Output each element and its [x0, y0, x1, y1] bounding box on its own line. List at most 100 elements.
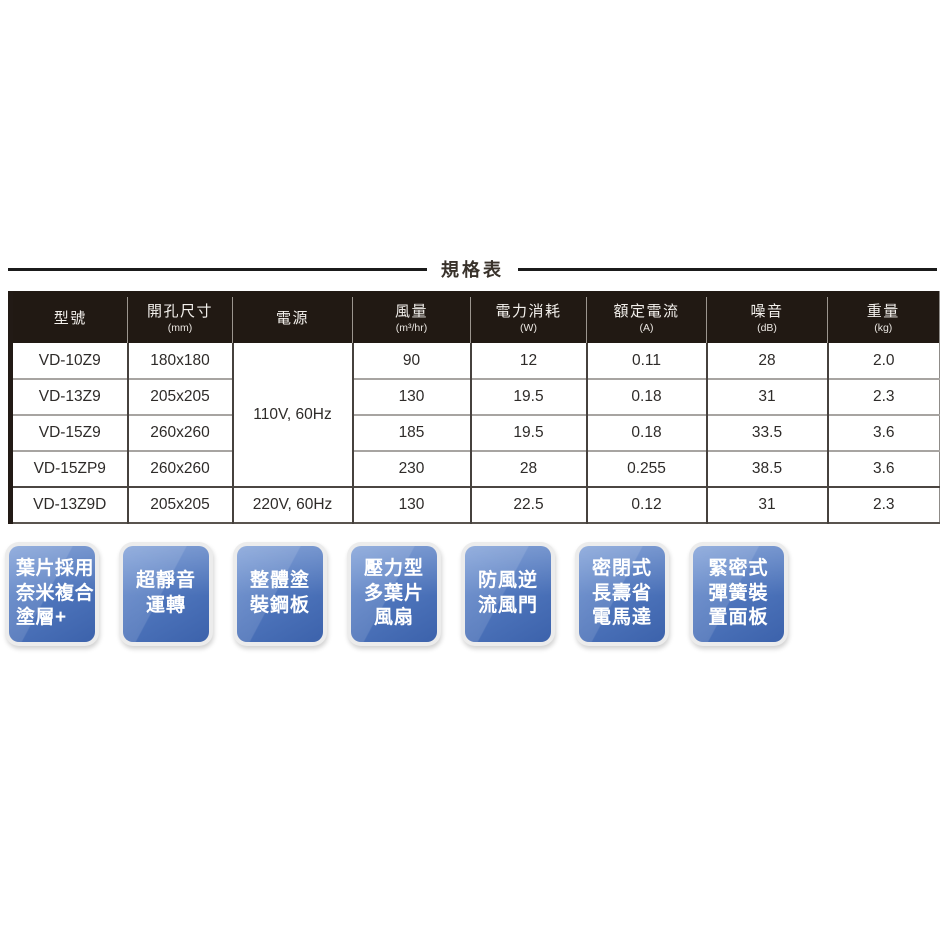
cell-opening-size: 180x180	[126, 343, 233, 379]
feature-badge-label: 密閉式 長壽省 電馬達	[579, 546, 665, 642]
col-header-power: 電源	[232, 291, 353, 343]
feature-badge-nano-coating: 葉片採用 奈米複合 塗層+	[5, 542, 99, 646]
header-unit: (m³/hr)	[395, 322, 428, 334]
cell-noise: 33.5	[705, 414, 828, 451]
cell-airflow: 185	[351, 414, 471, 451]
feature-line: 裝鋼板	[249, 595, 310, 616]
feature-badge-coated-steel: 整體塗 裝鋼板	[233, 542, 327, 646]
header-label: 電源	[275, 309, 309, 327]
table-row: VD-13Z9D 205x205 220V, 60Hz 130 22.5 0.1…	[10, 486, 940, 523]
header-unit: (dB)	[757, 322, 777, 334]
feature-line: 奈米複合	[16, 582, 95, 604]
cell-airflow: 130	[351, 378, 471, 415]
feature-badge-label: 整體塗 裝鋼板	[237, 546, 323, 642]
feature-badge-label: 壓力型 多葉片 風扇	[351, 546, 437, 642]
col-header-opening-size: 開孔尺寸 (mm)	[127, 291, 233, 343]
feature-line: 壓力型	[363, 557, 424, 579]
title-rule-right	[518, 267, 937, 271]
cell-power-consumption: 12	[469, 343, 587, 379]
cell-rated-current: 0.255	[585, 450, 707, 487]
feature-badge-spring-panel: 緊密式 彈簧裝 置面板	[689, 542, 788, 646]
header-unit: (mm)	[167, 322, 193, 334]
header-unit: (W)	[520, 322, 537, 334]
feature-badge-label: 防風逆 流風門	[465, 546, 551, 642]
cell-opening-size: 260x260	[126, 414, 233, 451]
cell-power-consumption: 19.5	[469, 378, 587, 415]
cell-noise: 38.5	[705, 450, 828, 487]
feature-line: 流風門	[477, 595, 538, 616]
feature-badge-label: 緊密式 彈簧裝 置面板	[693, 546, 784, 642]
cell-model: VD-13Z9	[10, 378, 128, 415]
col-header-noise: 噪音 (dB)	[706, 291, 828, 343]
spec-table-header-row: 型號 開孔尺寸 (mm) 電源 風量 (m³/hr) 電力消耗 (W) 額定電流 (A)…	[10, 291, 940, 343]
feature-line: 超靜音	[135, 570, 196, 592]
cell-rated-current: 0.18	[585, 414, 707, 451]
feature-badge-backdraft-damper: 防風逆 流風門	[461, 542, 555, 646]
cell-airflow: 230	[351, 450, 471, 487]
cell-noise: 31	[705, 378, 828, 415]
cell-opening-size: 260x260	[126, 450, 233, 487]
header-label: 型號	[53, 309, 87, 327]
cell-opening-size: 205x205	[126, 378, 233, 415]
feature-line: 置面板	[708, 607, 769, 629]
feature-badge-label: 葉片採用 奈米複合 塗層+	[9, 546, 95, 642]
col-header-weight: 重量 (kg)	[827, 291, 940, 343]
cell-model: VD-13Z9D	[10, 486, 128, 523]
cell-power-consumption: 28	[469, 450, 587, 487]
header-label: 重量	[866, 303, 900, 320]
header-label: 噪音	[750, 303, 784, 320]
cell-airflow: 130	[351, 486, 471, 523]
table-row: VD-15Z9 260x260 185 19.5 0.18 33.5 3.6	[10, 414, 940, 451]
section-title-row: 規格表	[8, 0, 937, 282]
feature-line: 彈簧裝	[708, 582, 769, 604]
feature-badge-pressure-fan: 壓力型 多葉片 風扇	[347, 542, 441, 646]
feature-line: 緊密式	[708, 557, 769, 579]
cell-rated-current: 0.11	[585, 343, 707, 379]
header-unit: (A)	[639, 322, 654, 334]
col-header-model: 型號	[10, 291, 128, 343]
title-rule-left	[8, 267, 427, 271]
cell-weight: 3.6	[826, 414, 940, 451]
header-label: 風量	[394, 303, 428, 320]
col-header-rated-current: 額定電流 (A)	[586, 291, 707, 343]
feature-badge-quiet-operation: 超靜音 運轉	[119, 542, 213, 646]
col-header-power-consumption: 電力消耗 (W)	[470, 291, 587, 343]
header-label: 開孔尺寸	[146, 303, 213, 320]
feature-line: 整體塗	[249, 570, 310, 592]
table-row: VD-13Z9 205x205 130 19.5 0.18 31 2.3	[10, 378, 940, 415]
cell-weight: 2.0	[826, 343, 940, 379]
table-row: VD-10Z9 180x180 110V, 60Hz 90 12 0.11 28…	[10, 343, 940, 487]
cell-airflow: 90	[351, 343, 471, 379]
feature-line: 多葉片	[363, 582, 424, 604]
cell-model: VD-10Z9	[10, 343, 128, 379]
cell-rated-current: 0.18	[585, 378, 707, 415]
feature-line: 防風逆	[477, 570, 538, 592]
cell-power: 220V, 60Hz	[231, 486, 353, 523]
feature-line: 運轉	[145, 595, 186, 616]
table-row: VD-15ZP9 260x260 230 28 0.255 38.5 3.6	[10, 450, 940, 487]
page-title: 規格表	[441, 260, 504, 280]
cell-model: VD-15ZP9	[10, 450, 128, 487]
feature-line: 葉片採用	[16, 557, 95, 579]
cell-weight: 2.3	[826, 378, 940, 415]
cell-model: VD-15Z9	[10, 414, 128, 451]
feature-line: 塗層+	[16, 607, 67, 629]
cell-weight: 3.6	[826, 450, 940, 487]
feature-line: 電馬達	[591, 607, 652, 629]
feature-badges: 葉片採用 奈米複合 塗層+ 超靜音 運轉 整體塗 裝鋼板 壓力型 多葉片 風扇	[5, 542, 945, 646]
feature-line: 長壽省	[591, 582, 652, 604]
header-unit: (kg)	[874, 322, 893, 334]
feature-line: 密閉式	[591, 557, 652, 579]
feature-badge-label: 超靜音 運轉	[123, 546, 209, 642]
cell-rated-current: 0.12	[585, 486, 707, 523]
feature-line: 風扇	[373, 607, 414, 629]
header-label: 電力消耗	[495, 303, 562, 320]
header-label: 額定電流	[613, 303, 680, 320]
feature-badge-sealed-motor: 密閉式 長壽省 電馬達	[575, 542, 669, 646]
cell-power-consumption: 22.5	[469, 486, 587, 523]
cell-noise: 31	[705, 486, 828, 523]
cell-power-merged: 110V, 60Hz	[231, 343, 353, 487]
spec-table: 型號 開孔尺寸 (mm) 電源 風量 (m³/hr) 電力消耗 (W) 額定電流 (A)…	[8, 291, 940, 524]
col-header-airflow: 風量 (m³/hr)	[352, 291, 471, 343]
